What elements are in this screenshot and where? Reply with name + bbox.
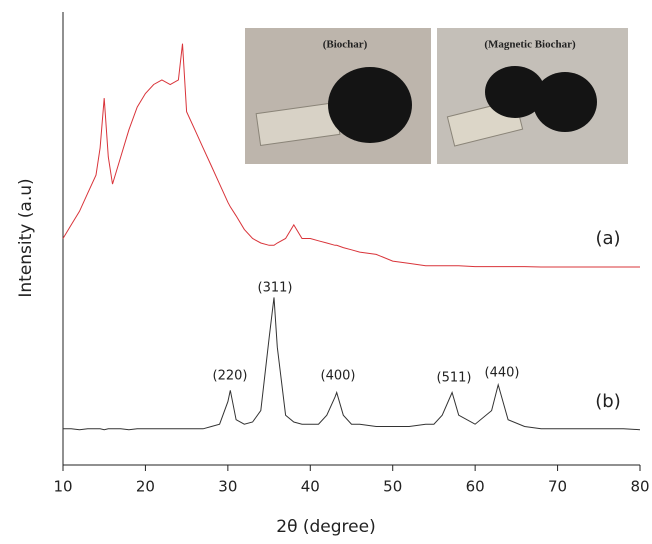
peak-label: (511) xyxy=(437,371,472,386)
inset-label: (Magnetic Biochar) xyxy=(484,39,576,51)
series-line xyxy=(63,297,641,431)
peak-label: (440) xyxy=(485,366,520,381)
inset-photos: (Biochar) (Magnetic Biochar) xyxy=(245,28,628,164)
x-tick-label: 50 xyxy=(383,478,402,496)
peak-label: (220) xyxy=(213,369,248,384)
y-axis-label: Intensity (a.u) xyxy=(16,178,36,297)
x-tick-label: 10 xyxy=(53,478,72,496)
inset-label: (Biochar) xyxy=(323,39,368,51)
peak-label: (311) xyxy=(258,281,293,296)
peak-label: (400) xyxy=(321,369,356,384)
x-tick-label: 60 xyxy=(466,478,485,496)
powder xyxy=(485,66,545,118)
powder xyxy=(328,67,412,143)
x-tick-label: 80 xyxy=(630,478,649,496)
series-label: (b) xyxy=(595,391,620,412)
x-axis-label: 2θ (degree) xyxy=(276,517,375,537)
x-tick-label: 40 xyxy=(301,478,320,496)
powder xyxy=(533,72,597,132)
x-tick-label: 70 xyxy=(548,478,567,496)
x-tick-label: 20 xyxy=(136,478,155,496)
x-tick-label: 30 xyxy=(218,478,237,496)
series-label: (a) xyxy=(595,228,620,249)
series-line xyxy=(62,43,640,268)
